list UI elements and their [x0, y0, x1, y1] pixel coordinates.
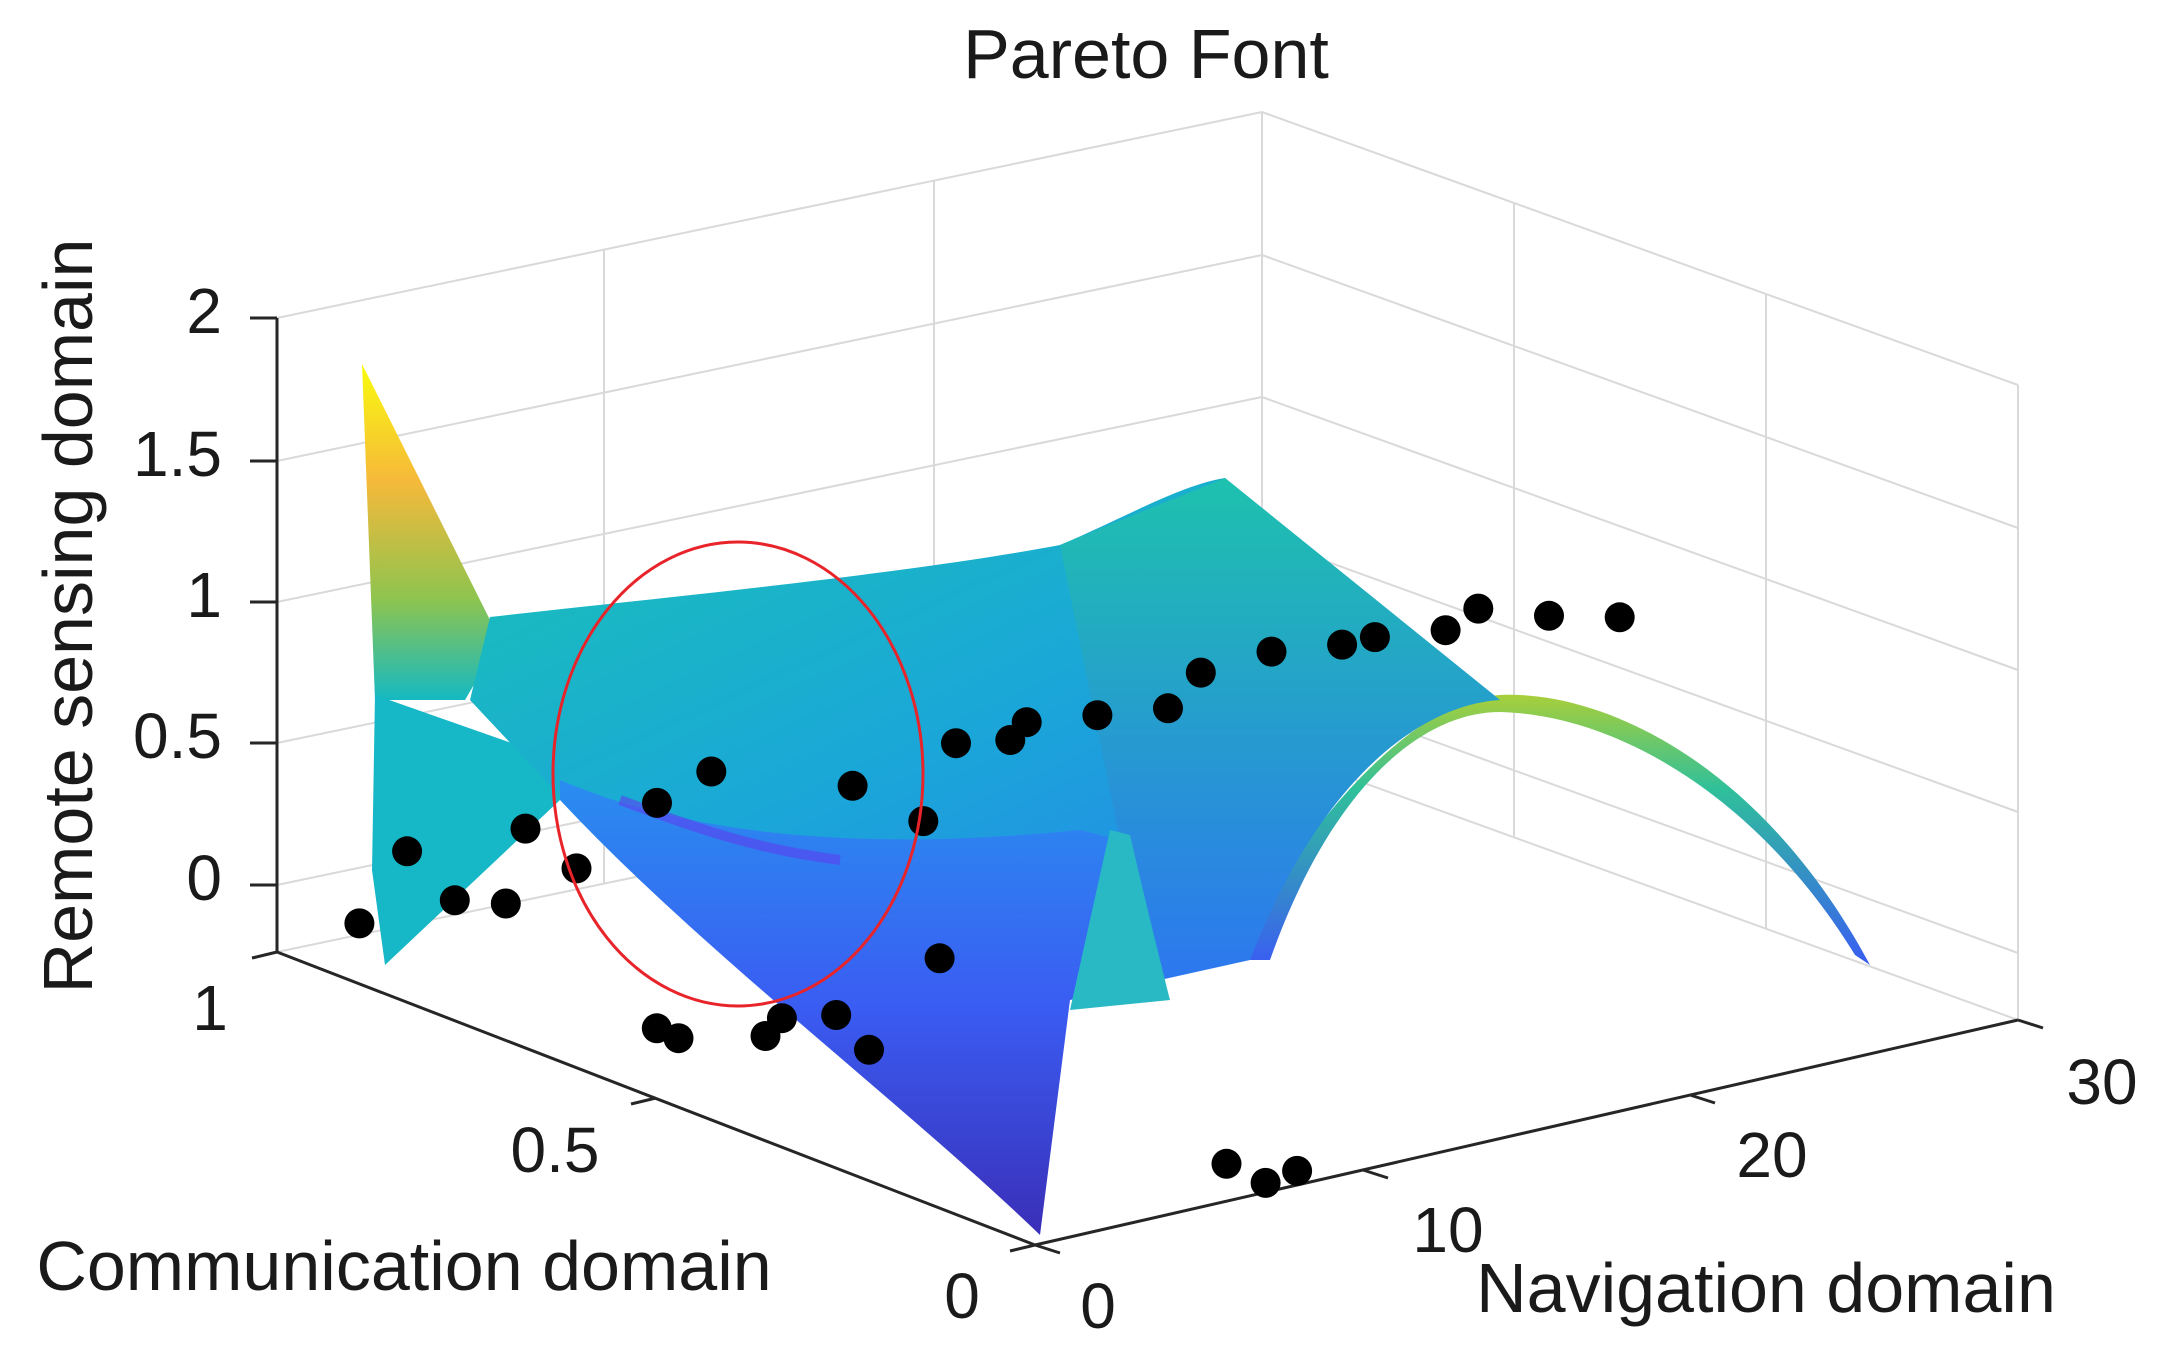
- pareto-point: [392, 836, 423, 867]
- pareto-point: [924, 943, 955, 974]
- surface-left-lower: [372, 695, 560, 965]
- pareto-point: [490, 888, 521, 919]
- pareto-point: [510, 813, 541, 844]
- x-tick-label: 30: [2066, 1046, 2137, 1118]
- pareto-point: [344, 908, 375, 939]
- chart-title: Pareto Font: [963, 15, 1329, 93]
- y-axis-label: Communication domain: [36, 1227, 771, 1305]
- z-tick-label: 2: [186, 275, 222, 347]
- pareto-point: [821, 1000, 852, 1030]
- x-tick-label: 10: [1412, 1194, 1483, 1266]
- y-tick-label: 0.5: [511, 1114, 600, 1186]
- z-tick-label: 1.5: [133, 418, 222, 490]
- x-tick-label: 0: [1080, 1270, 1116, 1342]
- surface-left-flap: [362, 364, 500, 700]
- y-tick-label: 1: [192, 972, 228, 1044]
- pareto-points: [344, 593, 1635, 1198]
- pareto-point: [561, 853, 592, 884]
- pareto-point: [1011, 707, 1042, 738]
- z-axis-label: Remote sensing domain: [29, 239, 107, 994]
- z-tick-label: 0: [186, 842, 222, 914]
- pareto-point: [1185, 657, 1216, 688]
- pareto-point: [1082, 700, 1113, 731]
- pareto-point: [1256, 636, 1287, 667]
- pareto-point: [1430, 615, 1461, 646]
- pareto-point: [837, 770, 868, 801]
- pareto-point: [1463, 593, 1494, 624]
- pareto-point: [663, 1023, 694, 1054]
- z-tick-label: 0.5: [133, 700, 222, 772]
- pareto-point: [1282, 1155, 1313, 1186]
- pareto-point: [908, 806, 939, 837]
- pareto-point: [1211, 1148, 1242, 1179]
- pareto-point: [854, 1034, 884, 1065]
- surface-front-right: [1070, 830, 1170, 1010]
- z-tick-label: 1: [186, 559, 222, 631]
- x-axis-label: Navigation domain: [1476, 1249, 2056, 1327]
- pareto-point: [1534, 600, 1564, 631]
- pareto-point: [1153, 693, 1183, 724]
- pareto-point: [1250, 1167, 1281, 1198]
- tick-marks: [250, 316, 2044, 1255]
- pareto-surface: [362, 364, 1870, 1235]
- surface-front-fold: [560, 780, 1160, 1235]
- highlight-ellipse: [551, 540, 925, 1008]
- pareto-point: [439, 885, 470, 916]
- x-tick-label: 20: [1736, 1119, 1807, 1191]
- pareto-point: [696, 756, 727, 787]
- pareto-point: [1327, 629, 1358, 660]
- pareto-point: [941, 728, 971, 759]
- pareto-point: [1359, 622, 1390, 653]
- pareto-point: [1604, 602, 1635, 633]
- y-tick-label: 0: [944, 1260, 980, 1332]
- pareto-point: [766, 1003, 797, 1034]
- pareto-point: [642, 787, 672, 818]
- surface-arch-body: [1060, 478, 1500, 980]
